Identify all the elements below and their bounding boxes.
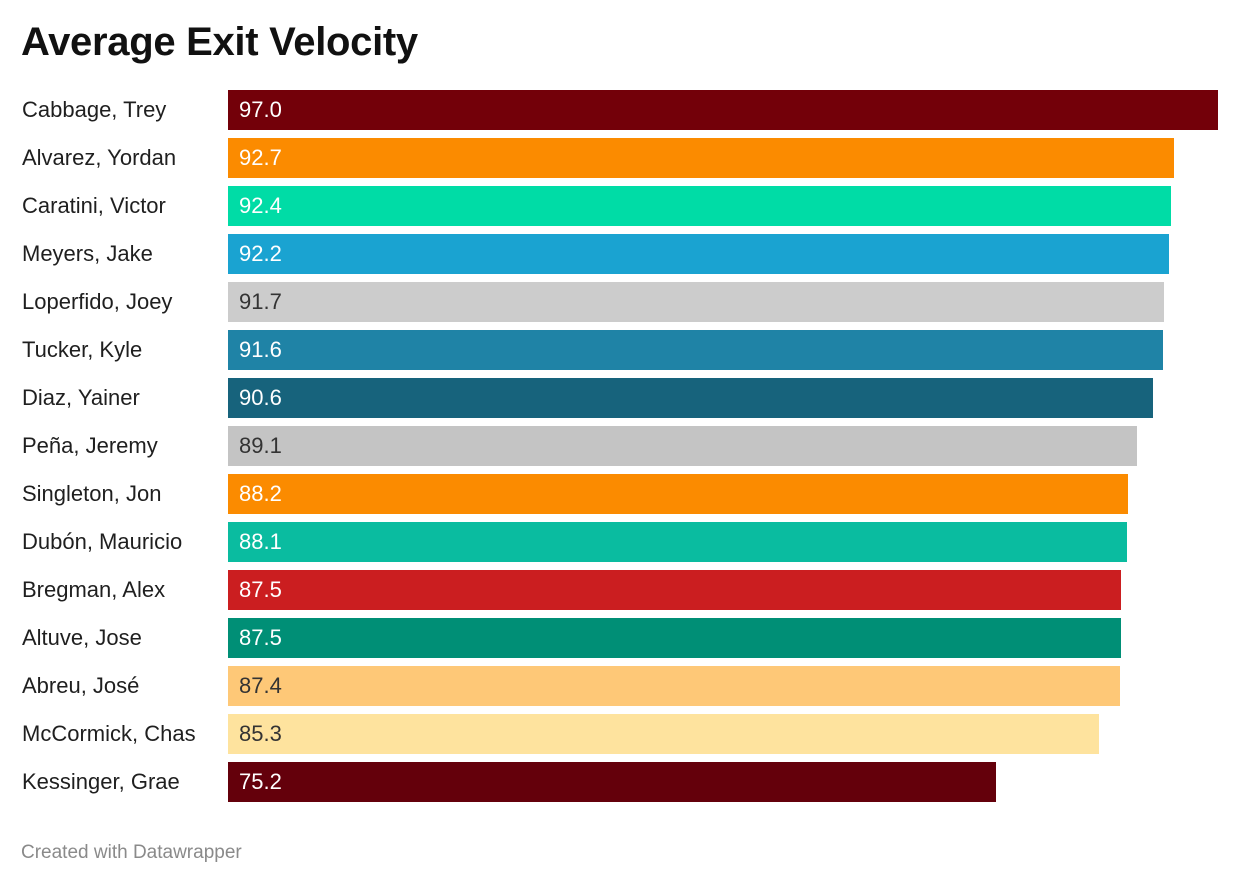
category-label: Diaz, Yainer xyxy=(22,385,140,410)
bar: 92.4 xyxy=(228,186,1171,226)
category-label: Cabbage, Trey xyxy=(22,97,167,122)
bar-row: Dubón, Mauricio 88.1 xyxy=(0,522,1240,562)
bar: 85.3 xyxy=(228,714,1099,754)
bar-value-label: 92.4 xyxy=(239,193,282,218)
bar-value-label: 92.7 xyxy=(239,145,282,170)
bar-row: Meyers, Jake 92.2 xyxy=(0,234,1240,274)
bar-value-label: 90.6 xyxy=(239,385,282,410)
bar: 89.1 xyxy=(228,426,1137,466)
chart-title: Average Exit Velocity xyxy=(21,20,418,64)
bar-value-label: 87.4 xyxy=(239,673,282,698)
bar-row: McCormick, Chas 85.3 xyxy=(0,714,1240,754)
bar-row: Kessinger, Grae 75.2 xyxy=(0,762,1240,802)
bar-row: Diaz, Yainer 90.6 xyxy=(0,378,1240,418)
bar-value-label: 97.0 xyxy=(239,97,282,122)
bar-value-label: 88.1 xyxy=(239,529,282,554)
bar-row: Caratini, Victor 92.4 xyxy=(0,186,1240,226)
bar-value-label: 87.5 xyxy=(239,625,282,650)
category-label: Dubón, Mauricio xyxy=(22,529,183,554)
bar-row: Singleton, Jon 88.2 xyxy=(0,474,1240,514)
category-label: Altuve, Jose xyxy=(22,625,142,650)
bar-value-label: 88.2 xyxy=(239,481,282,506)
bar: 92.2 xyxy=(228,234,1169,274)
bar-row: Bregman, Alex 87.5 xyxy=(0,570,1240,610)
bar: 75.2 xyxy=(228,762,996,802)
bar-value-label: 75.2 xyxy=(239,769,282,794)
bar: 88.1 xyxy=(228,522,1127,562)
bar: 97.0 xyxy=(228,90,1218,130)
category-label: Peña, Jeremy xyxy=(22,433,158,458)
bar: 87.4 xyxy=(228,666,1120,706)
bar-row: Peña, Jeremy 89.1 xyxy=(0,426,1240,466)
datawrapper-credit: Created with Datawrapper xyxy=(21,842,242,863)
bar-row: Cabbage, Trey 97.0 xyxy=(0,90,1240,130)
bar-row: Altuve, Jose 87.5 xyxy=(0,618,1240,658)
category-label: McCormick, Chas xyxy=(22,721,196,746)
category-label: Bregman, Alex xyxy=(22,577,166,602)
bar-value-label: 91.6 xyxy=(239,337,282,362)
category-label: Caratini, Victor xyxy=(22,193,166,218)
bar-value-label: 85.3 xyxy=(239,721,282,746)
bar: 92.7 xyxy=(228,138,1174,178)
category-label: Singleton, Jon xyxy=(22,481,162,506)
bar-row: Tucker, Kyle 91.6 xyxy=(0,330,1240,370)
category-label: Loperfido, Joey xyxy=(22,289,173,314)
category-label: Alvarez, Yordan xyxy=(22,145,177,170)
bar-value-label: 92.2 xyxy=(239,241,282,266)
bar-value-label: 87.5 xyxy=(239,577,282,602)
bar-value-label: 91.7 xyxy=(239,289,282,314)
bar: 91.6 xyxy=(228,330,1163,370)
bar: 87.5 xyxy=(228,570,1121,610)
bar-value-label: 89.1 xyxy=(239,433,282,458)
category-label: Kessinger, Grae xyxy=(22,769,180,794)
bar-row: Loperfido, Joey 91.7 xyxy=(0,282,1240,322)
category-label: Tucker, Kyle xyxy=(22,337,143,362)
bar: 90.6 xyxy=(228,378,1153,418)
bar: 87.5 xyxy=(228,618,1121,658)
category-label: Meyers, Jake xyxy=(22,241,153,266)
bar: 88.2 xyxy=(228,474,1128,514)
bar-row: Abreu, José 87.4 xyxy=(0,666,1240,706)
bar-row: Alvarez, Yordan 92.7 xyxy=(0,138,1240,178)
bar: 91.7 xyxy=(228,282,1164,322)
category-label: Abreu, José xyxy=(22,673,140,698)
